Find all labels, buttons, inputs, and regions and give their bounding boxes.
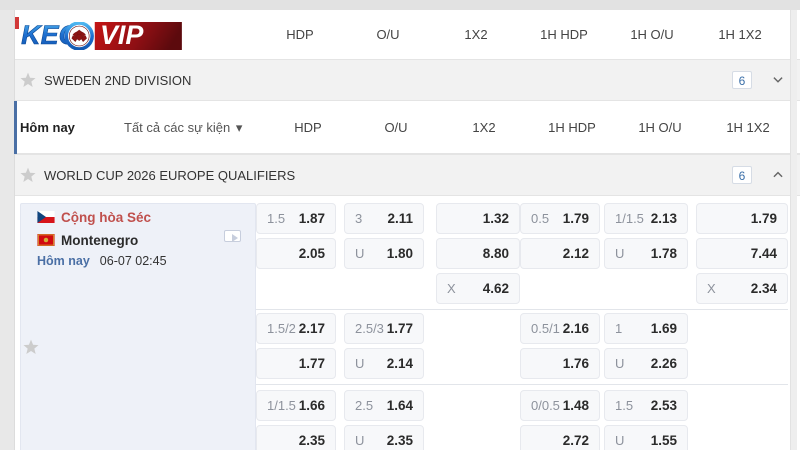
svg-text:VIP: VIP: [100, 22, 144, 50]
